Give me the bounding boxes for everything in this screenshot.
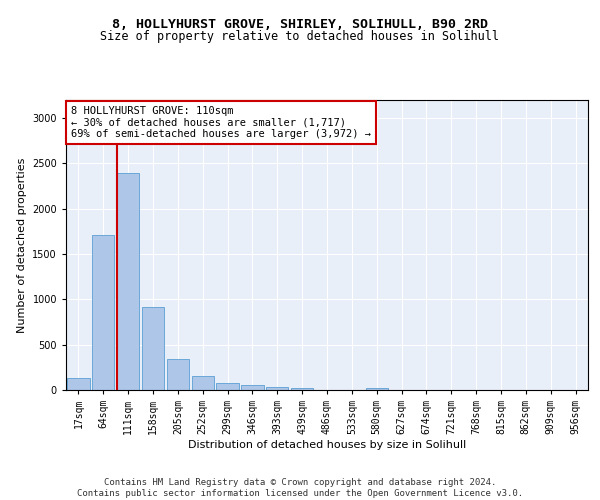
Text: 8, HOLLYHURST GROVE, SHIRLEY, SOLIHULL, B90 2RD: 8, HOLLYHURST GROVE, SHIRLEY, SOLIHULL, … bbox=[112, 18, 488, 30]
Bar bbox=[191, 376, 214, 390]
Y-axis label: Number of detached properties: Number of detached properties bbox=[17, 158, 26, 332]
X-axis label: Distribution of detached houses by size in Solihull: Distribution of detached houses by size … bbox=[188, 440, 466, 450]
Bar bbox=[266, 387, 289, 390]
Bar bbox=[241, 386, 263, 390]
Bar bbox=[217, 383, 239, 390]
Bar bbox=[167, 359, 189, 390]
Text: 8 HOLLYHURST GROVE: 110sqm
← 30% of detached houses are smaller (1,717)
69% of s: 8 HOLLYHURST GROVE: 110sqm ← 30% of deta… bbox=[71, 106, 371, 139]
Text: Contains HM Land Registry data © Crown copyright and database right 2024.
Contai: Contains HM Land Registry data © Crown c… bbox=[77, 478, 523, 498]
Bar bbox=[365, 388, 388, 390]
Bar bbox=[67, 378, 89, 390]
Text: Size of property relative to detached houses in Solihull: Size of property relative to detached ho… bbox=[101, 30, 499, 43]
Bar bbox=[117, 174, 139, 390]
Bar bbox=[291, 388, 313, 390]
Bar bbox=[142, 306, 164, 390]
Bar bbox=[92, 235, 115, 390]
